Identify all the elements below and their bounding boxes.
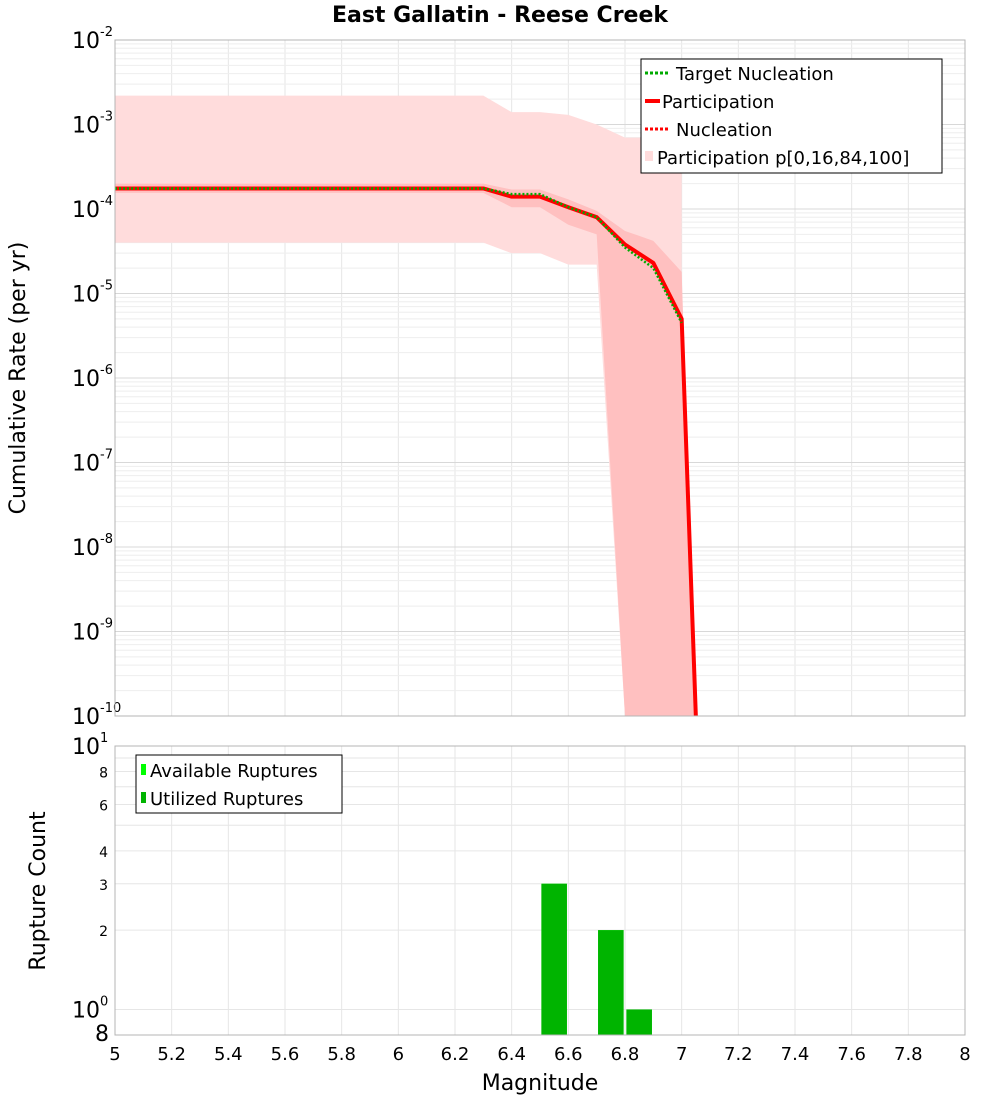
bottom-bars [541,883,652,1035]
bar-utilized-ruptures [626,1009,652,1035]
x-tick-label: 6 [393,1044,404,1065]
x-tick-label: 6.8 [611,1044,640,1065]
top-y-tick-label: 10-8 [72,532,113,561]
top-y-tick-label: 10-9 [72,617,113,646]
legend-swatch-utilized [141,792,146,803]
top-y-tick-label: 10-6 [72,363,113,392]
top-legend-box [640,58,943,174]
top-y-tick-label: 10-3 [72,110,113,139]
legend-label-target-nucleation: Target Nucleation [675,64,834,85]
band-participation-p-0-100- [115,95,682,716]
bottom-legend: Available Ruptures Utilized Ruptures [135,754,343,814]
bottom-y-tick-label: 4 [99,845,108,861]
legend-label-utilized: Utilized Ruptures [150,789,303,810]
x-tick-label: 8 [959,1044,970,1065]
x-tick-label: 5.2 [157,1044,186,1065]
series-line-participation [115,186,698,717]
top-plot-frame [114,39,966,717]
top-y-tick-label: 10-2 [72,25,113,54]
x-tick-label: 6.2 [441,1044,470,1065]
bottom-plot-frame [114,745,966,1036]
x-tick-label: 7.8 [894,1044,923,1065]
x-tick-label: 6.6 [554,1044,583,1065]
x-tick-label: 7.6 [837,1044,866,1065]
bottom-y-tick-label: 100 [72,994,108,1023]
x-tick-label: 6.4 [497,1044,526,1065]
x-tick-label: 7 [676,1044,687,1065]
x-tick-label: 5.4 [214,1044,243,1065]
bottom-y-tick-label: 6 [99,798,108,814]
legend-swatch-participation-band [645,151,653,161]
top-y-tick-label: 10-7 [72,448,113,477]
x-tick-label: 7.4 [781,1044,810,1065]
x-tick-label: 7.2 [724,1044,753,1065]
top-y-tick-label: 10-10 [72,701,121,730]
top-y-axis-label: Cumulative Rate (per yr) [6,242,31,515]
bottom-y-tick-label: 101 [72,731,108,760]
x-axis-label: Magnitude [482,1071,599,1096]
top-y-ticks: 10-2 10-3 10-4 10-5 10-6 10-7 10-8 10-9 10-10 [72,25,121,730]
x-tick-label: 5.6 [271,1044,300,1065]
legend-label-participation-band: Participation p[0,16,84,100] [657,148,909,169]
top-legend: Target Nucleation Participation Nucleati… [640,58,943,174]
x-tick-label: 5 [109,1044,120,1065]
bottom-y-axis-label: Rupture Count [26,811,51,971]
bottom-legend-box [135,754,343,814]
x-tick-label: 5.8 [327,1044,356,1065]
band-participation-p-16-84- [115,183,696,716]
bar-utilized-ruptures [598,930,624,1035]
bottom-y-tick-label: 8 [99,766,108,782]
top-bands [115,95,696,716]
chart-title: East Gallatin - Reese Creek [332,3,669,28]
top-y-tick-label: 10-5 [72,279,113,308]
top-lines [115,186,698,717]
legend-label-available: Available Ruptures [150,761,318,782]
legend-swatch-available [141,764,146,775]
bottom-y-tick-label: 8 [95,1022,109,1047]
bottom-x-ticks: 5 5.2 5.4 5.6 5.8 6 6.2 6.4 6.6 6.8 7 7.2 7.4 7.6 7.8 8 [109,1044,970,1065]
legend-label-participation: Participation [662,92,774,113]
bar-utilized-ruptures [541,883,567,1035]
bottom-y-tick-label: 2 [99,924,108,940]
series-line-target-nucleation [115,187,683,324]
bottom-y-tick-label: 3 [99,878,108,894]
legend-label-nucleation: Nucleation [676,120,772,141]
top-y-tick-label: 10-4 [72,194,113,223]
